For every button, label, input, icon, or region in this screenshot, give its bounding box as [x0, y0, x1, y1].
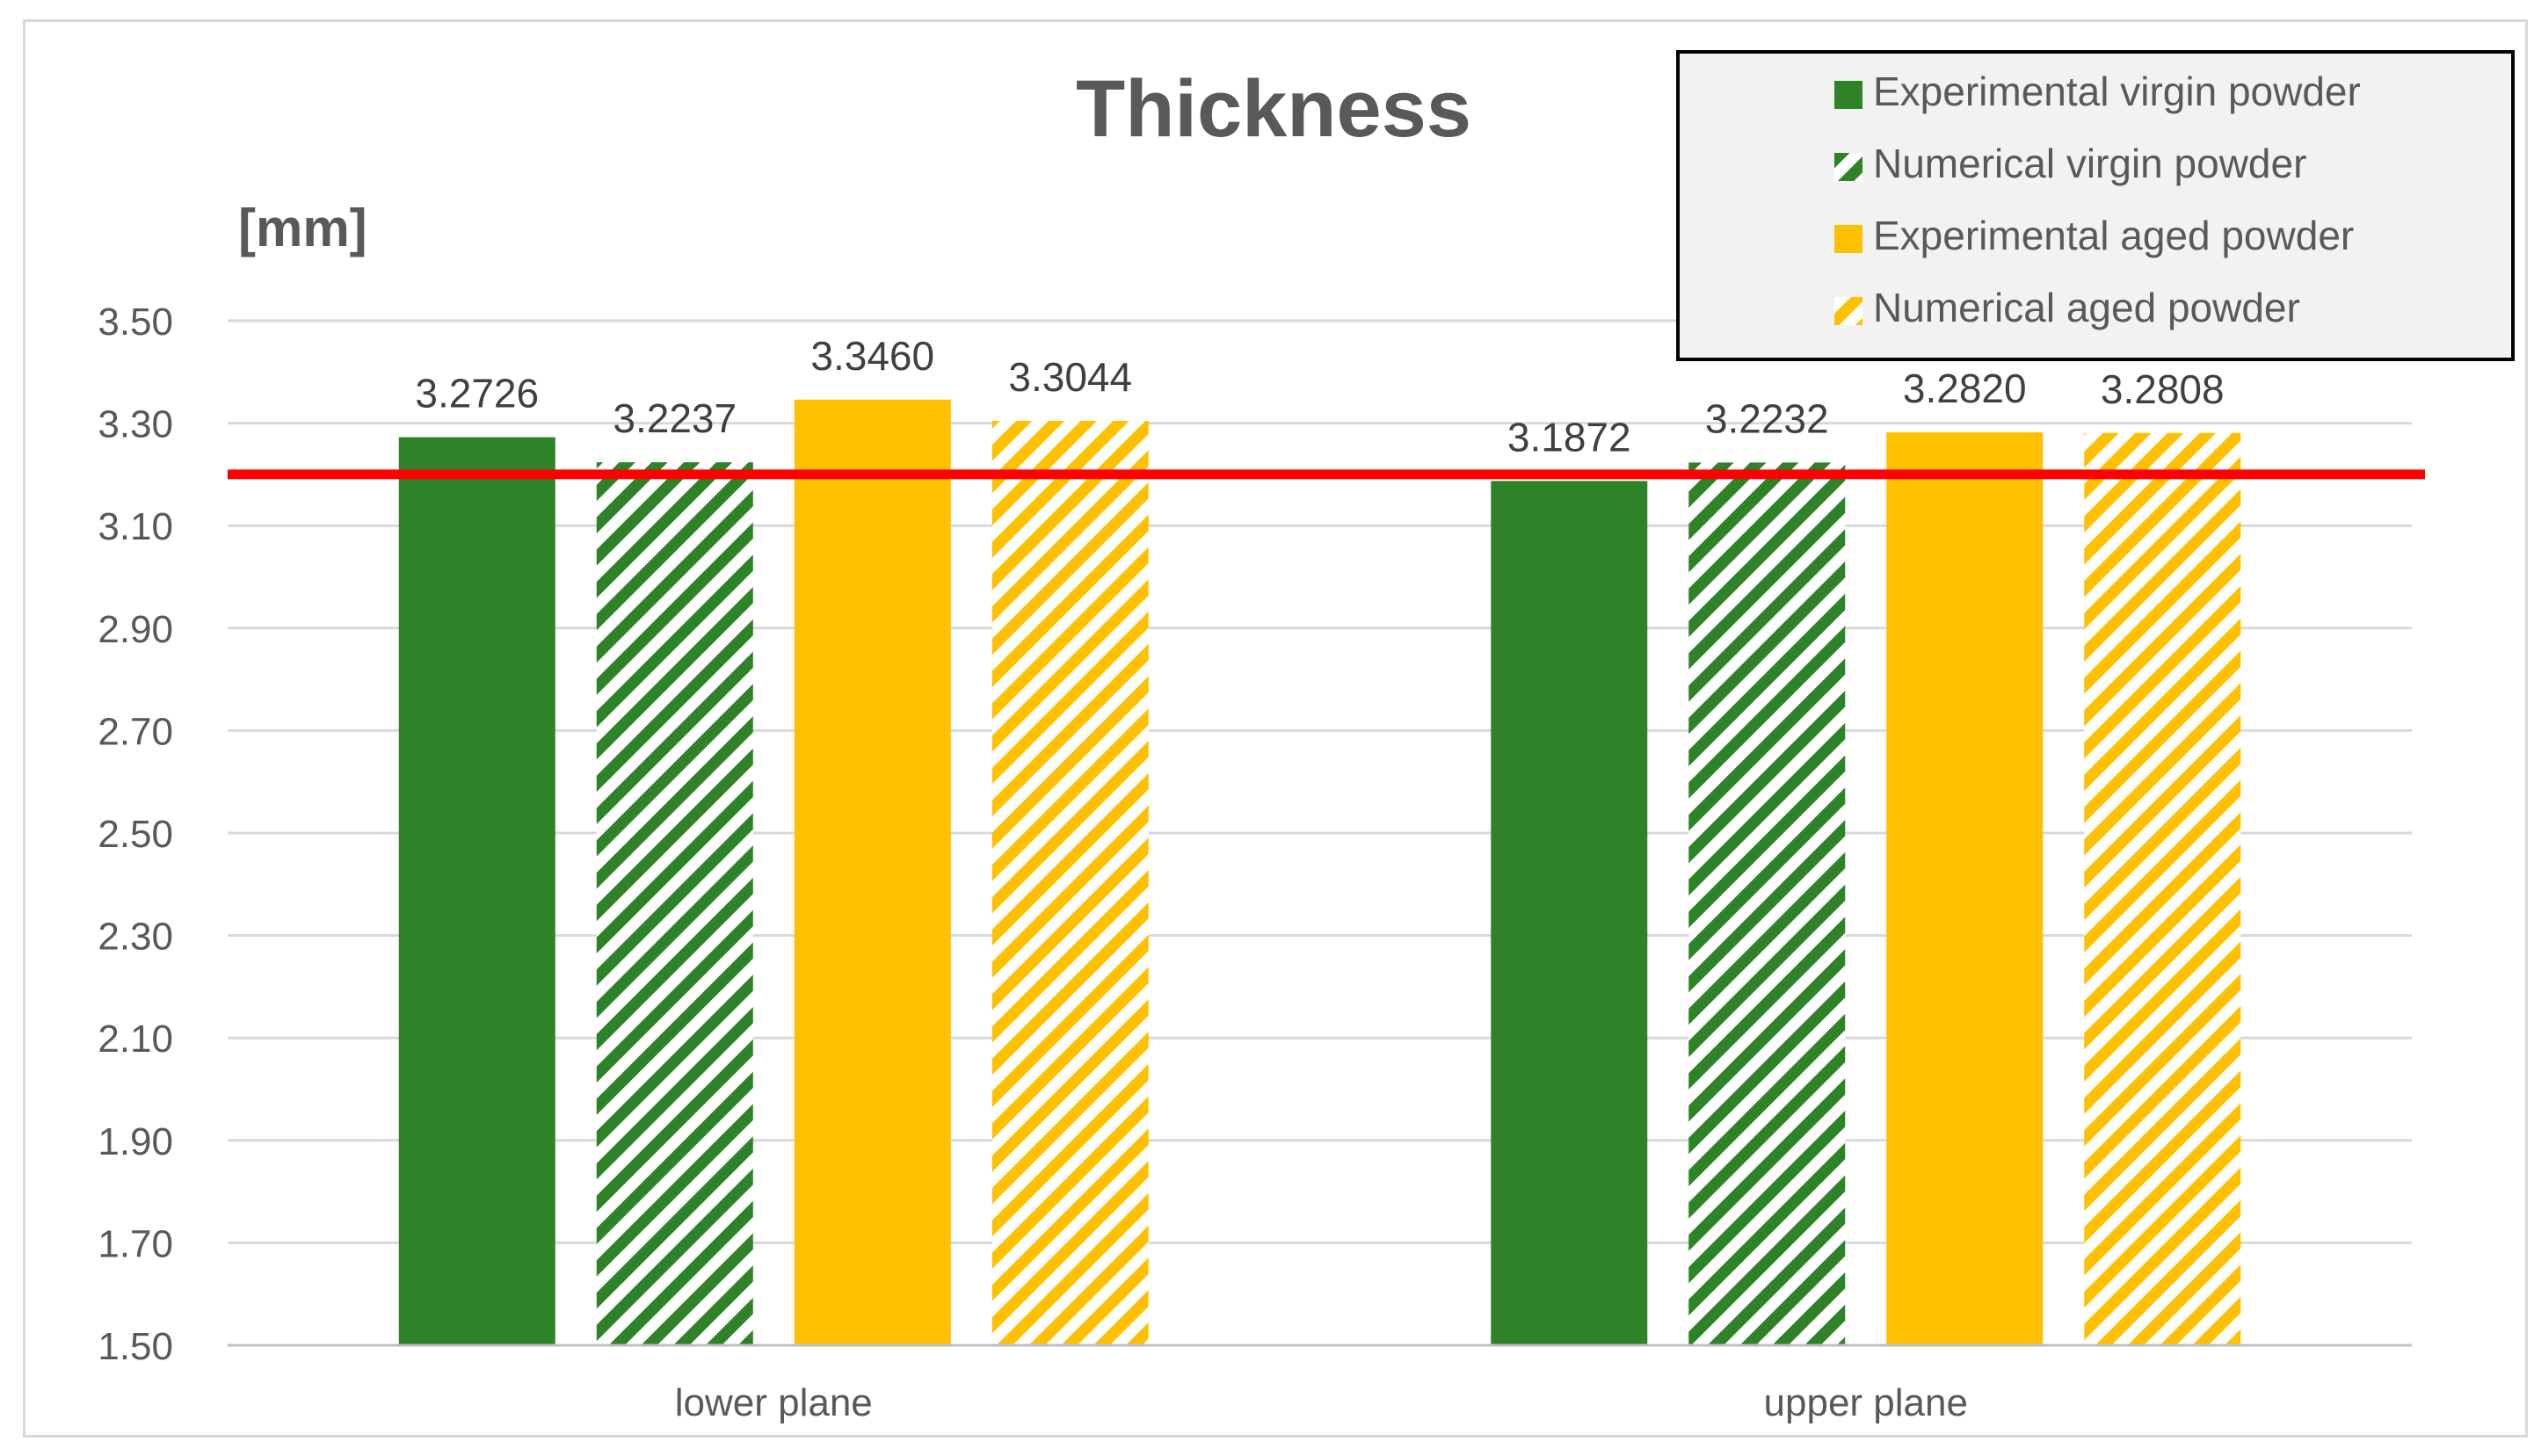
bar	[2084, 432, 2241, 1346]
legend-swatch	[1834, 81, 1862, 109]
legend-swatch	[1834, 153, 1862, 181]
thickness-chart: 3.2726 3.2237 3.3460 3.3044 3.1872 3.2232 3.28…	[98, 50, 2515, 1424]
legend-entry-label: Numerical aged powder	[1873, 285, 2300, 330]
y-tick-label: 2.30	[98, 916, 173, 959]
bar	[1886, 432, 2044, 1345]
bars	[398, 399, 2241, 1346]
legend-swatch	[1834, 297, 1862, 325]
axes: 1.50 1.70 1.90 2.10 2.30 2.50 2.70 2.90 3.10 3.30…	[98, 301, 2412, 1424]
bar	[991, 421, 1149, 1345]
y-tick-label: 2.70	[98, 710, 173, 753]
data-label: 3.1872	[1507, 414, 1631, 460]
bar	[1688, 462, 1846, 1345]
y-tick-label: 2.90	[98, 608, 173, 651]
legend-swatch	[1834, 225, 1862, 253]
legend: Experimental virgin powder Numerical virg…	[1676, 50, 2515, 361]
bar	[596, 462, 753, 1345]
chart-frame: 3.2726 3.2237 3.3460 3.3044 3.1872 3.2232 3.28…	[23, 19, 2528, 1438]
y-tick-label: 2.10	[98, 1018, 173, 1061]
data-label: 3.2726	[415, 371, 539, 417]
bar	[398, 437, 555, 1345]
bar	[794, 399, 951, 1346]
legend-entry-label: Numerical virgin powder	[1873, 141, 2306, 186]
y-tick-label: 3.30	[98, 403, 173, 446]
gridlines	[228, 319, 2412, 1347]
data-labels: 3.2726 3.2237 3.3460 3.3044 3.1872 3.2232 3.28…	[415, 333, 2224, 460]
data-label: 3.2820	[1903, 366, 2027, 411]
chart-title: Thickness	[1076, 64, 1471, 154]
y-tick-label: 3.10	[98, 505, 173, 548]
x-category-label: lower plane	[675, 1381, 873, 1424]
legend-entry-label: Experimental virgin powder	[1873, 69, 2361, 114]
data-label: 3.3044	[1008, 354, 1132, 400]
legend-entry-label: Experimental aged powder	[1873, 213, 2354, 258]
data-label: 3.3460	[810, 333, 934, 379]
legend-box	[1676, 50, 2515, 361]
y-axis-unit-label: [mm]	[238, 199, 367, 257]
data-label: 3.2232	[1705, 395, 1829, 441]
bar	[1491, 481, 1648, 1345]
y-tick-label: 2.50	[98, 813, 173, 856]
data-label: 3.2237	[613, 395, 737, 441]
y-tick-label: 1.70	[98, 1222, 173, 1265]
y-tick-label: 1.90	[98, 1120, 173, 1163]
x-category-label: upper plane	[1764, 1381, 1968, 1424]
y-tick-label: 1.50	[98, 1325, 173, 1368]
y-tick-label: 3.50	[98, 301, 173, 344]
data-label: 3.2808	[2101, 366, 2225, 412]
